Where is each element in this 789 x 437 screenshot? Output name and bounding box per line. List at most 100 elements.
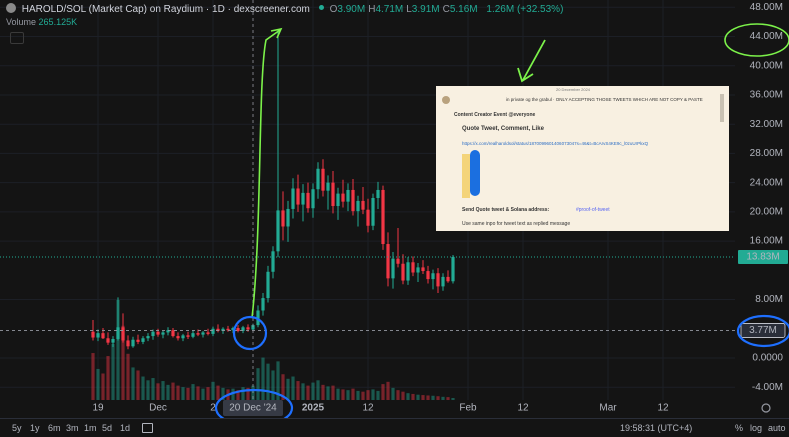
candle-body [351, 189, 355, 212]
volume-bar [351, 388, 355, 400]
range-button[interactable]: 1m [84, 423, 97, 433]
scribble [470, 150, 480, 196]
range-button[interactable]: 1d [120, 423, 131, 433]
candle-body [116, 327, 120, 339]
volume-bar [361, 391, 365, 400]
volume-bar [171, 382, 175, 400]
green-arrow-down [517, 39, 546, 83]
candle-body [356, 200, 360, 212]
volume-bar [181, 387, 185, 400]
candle-body [321, 168, 325, 191]
token-logo [6, 3, 16, 13]
range-button[interactable]: 1y [30, 423, 40, 433]
volume-bar [166, 384, 170, 400]
ohlc-key: H [368, 4, 376, 15]
range-button[interactable]: 3m [66, 423, 79, 433]
candle-body [401, 263, 405, 281]
volume-bar [431, 395, 435, 400]
volume-bar [441, 396, 445, 400]
candle-body [326, 182, 330, 191]
volume-bar [156, 383, 160, 400]
volume-bar [311, 382, 315, 400]
x-tick-label: 12 [362, 403, 374, 414]
volume-bar [216, 385, 220, 400]
volume-bar [376, 390, 380, 400]
candle-body [391, 258, 395, 279]
volume-bar [326, 386, 330, 400]
volume-bar [241, 387, 245, 400]
candle-body [111, 338, 115, 343]
volume-bar [341, 389, 345, 400]
volume-bar [191, 384, 195, 400]
volume-bar [301, 383, 305, 400]
candle-body [141, 338, 145, 342]
y-tick-label: 24.00M [750, 177, 783, 188]
candle-body [126, 340, 130, 347]
candle-body [261, 298, 265, 311]
candle-body [416, 267, 420, 273]
ohlc-key: C [442, 4, 450, 15]
volume-bar [246, 387, 250, 400]
x-tick-label: Feb [459, 403, 477, 414]
scale-option[interactable]: log [750, 423, 763, 433]
volume-bar [106, 356, 110, 400]
volume-bar [281, 374, 285, 400]
volume-bar [346, 390, 350, 400]
candle-body [246, 327, 250, 330]
candle-body [371, 197, 375, 226]
volume-bar [236, 390, 240, 400]
range-button[interactable]: 6m [48, 423, 61, 433]
blue-circle [232, 315, 268, 351]
volume-bar [126, 353, 130, 400]
y-tick-label: 28.00M [750, 148, 783, 159]
date-range-icon[interactable] [142, 423, 153, 433]
ohlc-value: 4.71M [375, 4, 404, 15]
candle-body [301, 192, 305, 205]
candle-body [211, 328, 215, 334]
candle-body [196, 333, 200, 335]
volume-bar [211, 381, 215, 400]
candle-body [311, 189, 315, 209]
candle-body [441, 276, 445, 287]
y-tick-label: 40.00M [750, 60, 783, 71]
ohlc-value: 3.90M [337, 4, 366, 15]
candle-body [271, 251, 275, 272]
volume-bar [206, 387, 210, 400]
y-tick-label: 32.00M [750, 119, 783, 130]
crosshair-y-label: 3.77M [749, 325, 777, 336]
scale-option[interactable]: auto [768, 423, 786, 433]
bottom-toolbar: 19:58:31 (UTC+4) 5y 1y 6m 3m 1m 5d 1d% log auto [0, 418, 789, 437]
candle-body [331, 182, 335, 207]
candle-body [151, 331, 155, 337]
last-price-label: 13.83M [746, 252, 779, 263]
x-tick-label: 12 [657, 403, 669, 414]
volume-bar [391, 387, 395, 400]
candle-body [306, 192, 310, 209]
volume-bar [406, 393, 410, 400]
emoji-column [462, 154, 470, 198]
collapse-button[interactable] [10, 32, 24, 44]
volume-bar [411, 393, 415, 400]
ohlc-key: O [329, 4, 338, 15]
volume-value: 265.125K [38, 17, 78, 27]
candle-body [411, 262, 415, 273]
volume-bar [291, 376, 295, 400]
candle-body [366, 209, 370, 226]
range-button[interactable]: 5y [12, 423, 22, 433]
ohlc-values: O3.90M H4.71M L3.91M C5.16M [330, 4, 481, 15]
range-button[interactable]: 5d [102, 423, 113, 433]
y-tick-label: 16.00M [750, 236, 783, 247]
inset-send: Send Quote tweet & Solana address: [462, 207, 550, 213]
volume-bar [381, 384, 385, 400]
volume-bar [256, 368, 260, 400]
scale-option[interactable]: % [735, 423, 744, 433]
inset-proof: #proof-of-tweet [576, 207, 610, 213]
candle-body [291, 188, 295, 209]
candle-body [186, 335, 190, 337]
candle-body [176, 336, 180, 339]
candle-body [96, 333, 100, 338]
candle-body [256, 310, 260, 326]
candle-body [226, 328, 230, 331]
chart-header: HAROLD/SOL (Market Cap) on Raydium · 1D … [6, 3, 566, 15]
